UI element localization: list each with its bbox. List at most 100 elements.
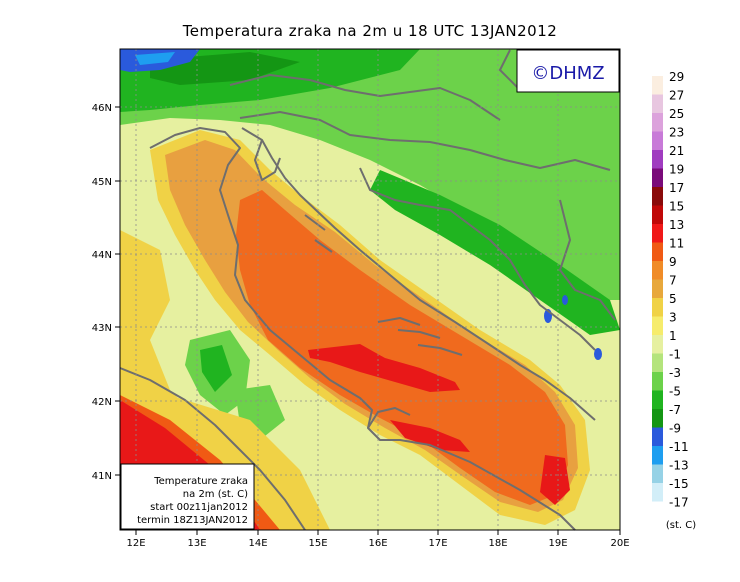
- info-line-2: na 2m (st. C): [183, 489, 248, 500]
- colorbar-swatch: [652, 261, 663, 280]
- cold-patch-alps-light: [135, 52, 175, 65]
- colorbar-swatch: [652, 390, 663, 410]
- land-green-italy-2: [200, 345, 232, 392]
- map-frame: [119, 48, 621, 531]
- colorbar-label: 23: [669, 126, 684, 140]
- colorbar-swatch: [652, 113, 663, 132]
- colorbar-swatch: [652, 168, 663, 188]
- colorbar-swatch: [652, 446, 663, 465]
- lon-label: 13E: [187, 538, 206, 549]
- colorbar-label: -11: [669, 440, 689, 454]
- colorbar-swatch: [652, 353, 663, 373]
- lon-label: 17E: [428, 538, 447, 549]
- adriatic-hot-core-2: [390, 420, 470, 452]
- border-inland-1: [559, 199, 616, 321]
- colorbar-label: -13: [669, 459, 689, 473]
- lat-label: 44N: [92, 250, 112, 261]
- istria-peninsula: [254, 139, 281, 181]
- lat-label: 42N: [92, 397, 112, 408]
- coastlines: [119, 49, 616, 531]
- land-mountain-dinaric: [370, 170, 620, 335]
- colorbar-label: -5: [669, 385, 681, 399]
- islands-dalmatia: [304, 214, 463, 356]
- colorbar-swatch: [652, 76, 663, 95]
- colorbar-labels: 29 27 25 23 21 19 17 15 13 11 9 7 5 3 1 -1 -3 -5 -7 -9 -11 -1…: [669, 70, 689, 510]
- colorbar-label: 7: [669, 274, 677, 288]
- colorbar-swatch: [652, 483, 663, 502]
- colorbar-label: 9: [669, 255, 677, 269]
- colorbar-label: 13: [669, 218, 684, 232]
- coast-warm-west: [120, 230, 210, 430]
- colorbar-swatch: [652, 205, 663, 225]
- colorbar-label: -9: [669, 422, 681, 436]
- graticule: [120, 49, 620, 530]
- colorbar-swatch: [652, 427, 663, 447]
- lon-labels: 12E 13E 14E 15E 16E 17E 18E 19E 20E: [126, 538, 629, 549]
- lat-label: 43N: [92, 323, 112, 334]
- colorbar-label: 5: [669, 292, 677, 306]
- colorbar-label: 11: [669, 237, 684, 251]
- lon-label: 15E: [308, 538, 327, 549]
- dhmz-logo: ©DHMZ: [531, 63, 604, 84]
- colorbar-label: 27: [669, 89, 684, 103]
- border-croatia-bosnia: [359, 167, 596, 351]
- colorbar-swatch: [652, 150, 663, 169]
- italy-west-coast: [119, 367, 306, 531]
- info-line-4: termin 18Z13JAN2012: [137, 515, 248, 526]
- colorbar-label: -17: [669, 496, 689, 510]
- colorbar-swatch: [652, 409, 663, 428]
- info-line-1: Temperature zraka: [153, 476, 248, 487]
- map-field: [120, 49, 620, 530]
- colorbar-label: -7: [669, 403, 681, 417]
- colorbar-swatch: [652, 298, 663, 317]
- adriatic-hot-core: [308, 344, 460, 392]
- dhmz-logo-box: ©DHMZ: [516, 49, 620, 93]
- colorbar-label: 1: [669, 329, 677, 343]
- lat-labels: 46N 45N 44N 43N 42N 41N: [92, 103, 112, 482]
- colorbar-label: 29: [669, 70, 684, 84]
- colorbar-swatch: [652, 131, 663, 151]
- border-north: [229, 74, 501, 121]
- colorbar-swatch: [652, 242, 663, 262]
- cold-spot-3: [562, 295, 568, 305]
- colorbar-swatch: [652, 187, 663, 206]
- colorbar-swatch: [652, 501, 663, 521]
- map-title: Temperatura zraka na 2m u 18 UTC 13JAN20…: [182, 22, 558, 40]
- gargano: [367, 407, 411, 429]
- colorbar-label: 25: [669, 107, 684, 121]
- colorbar-label: 19: [669, 163, 684, 177]
- cold-spot-2: [594, 348, 602, 360]
- lat-label: 45N: [92, 177, 112, 188]
- colorbar-unit: (st. C): [666, 520, 696, 531]
- colorbar-swatch: [652, 464, 663, 484]
- italy-east-coast: [149, 127, 576, 531]
- info-box: Temperature zraka na 2m (st. C) start 00…: [120, 463, 255, 530]
- border-slovenia-croatia: [239, 111, 611, 171]
- colorbar-swatch: [652, 279, 663, 299]
- land-green-north: [120, 49, 620, 300]
- colorbar-swatches: [652, 76, 663, 521]
- colorbar-swatch: [652, 372, 663, 391]
- colorbar-swatch: [652, 335, 663, 354]
- colorbar-label: 3: [669, 311, 677, 325]
- lon-label: 16E: [368, 538, 387, 549]
- colorbar-label: -15: [669, 477, 689, 491]
- colorbar-label: 17: [669, 181, 684, 195]
- colorbar-label: -3: [669, 366, 681, 380]
- tick-marks: [115, 106, 621, 535]
- lon-label: 18E: [488, 538, 507, 549]
- lat-label: 41N: [92, 471, 112, 482]
- adriatic-sea-main: [236, 190, 568, 505]
- colorbar-swatch: [652, 224, 663, 243]
- colorbar-label: 15: [669, 200, 684, 214]
- istria-dalmatia-coast: [241, 127, 596, 421]
- lon-label: 14E: [248, 538, 267, 549]
- adriatic-hot-core-3: [540, 455, 570, 505]
- colorbar-swatch: [652, 316, 663, 336]
- lon-label: 12E: [126, 538, 145, 549]
- colorbar-label: 21: [669, 144, 684, 158]
- lon-label: 19E: [548, 538, 567, 549]
- info-line-3: start 00z11jan2012: [150, 502, 248, 513]
